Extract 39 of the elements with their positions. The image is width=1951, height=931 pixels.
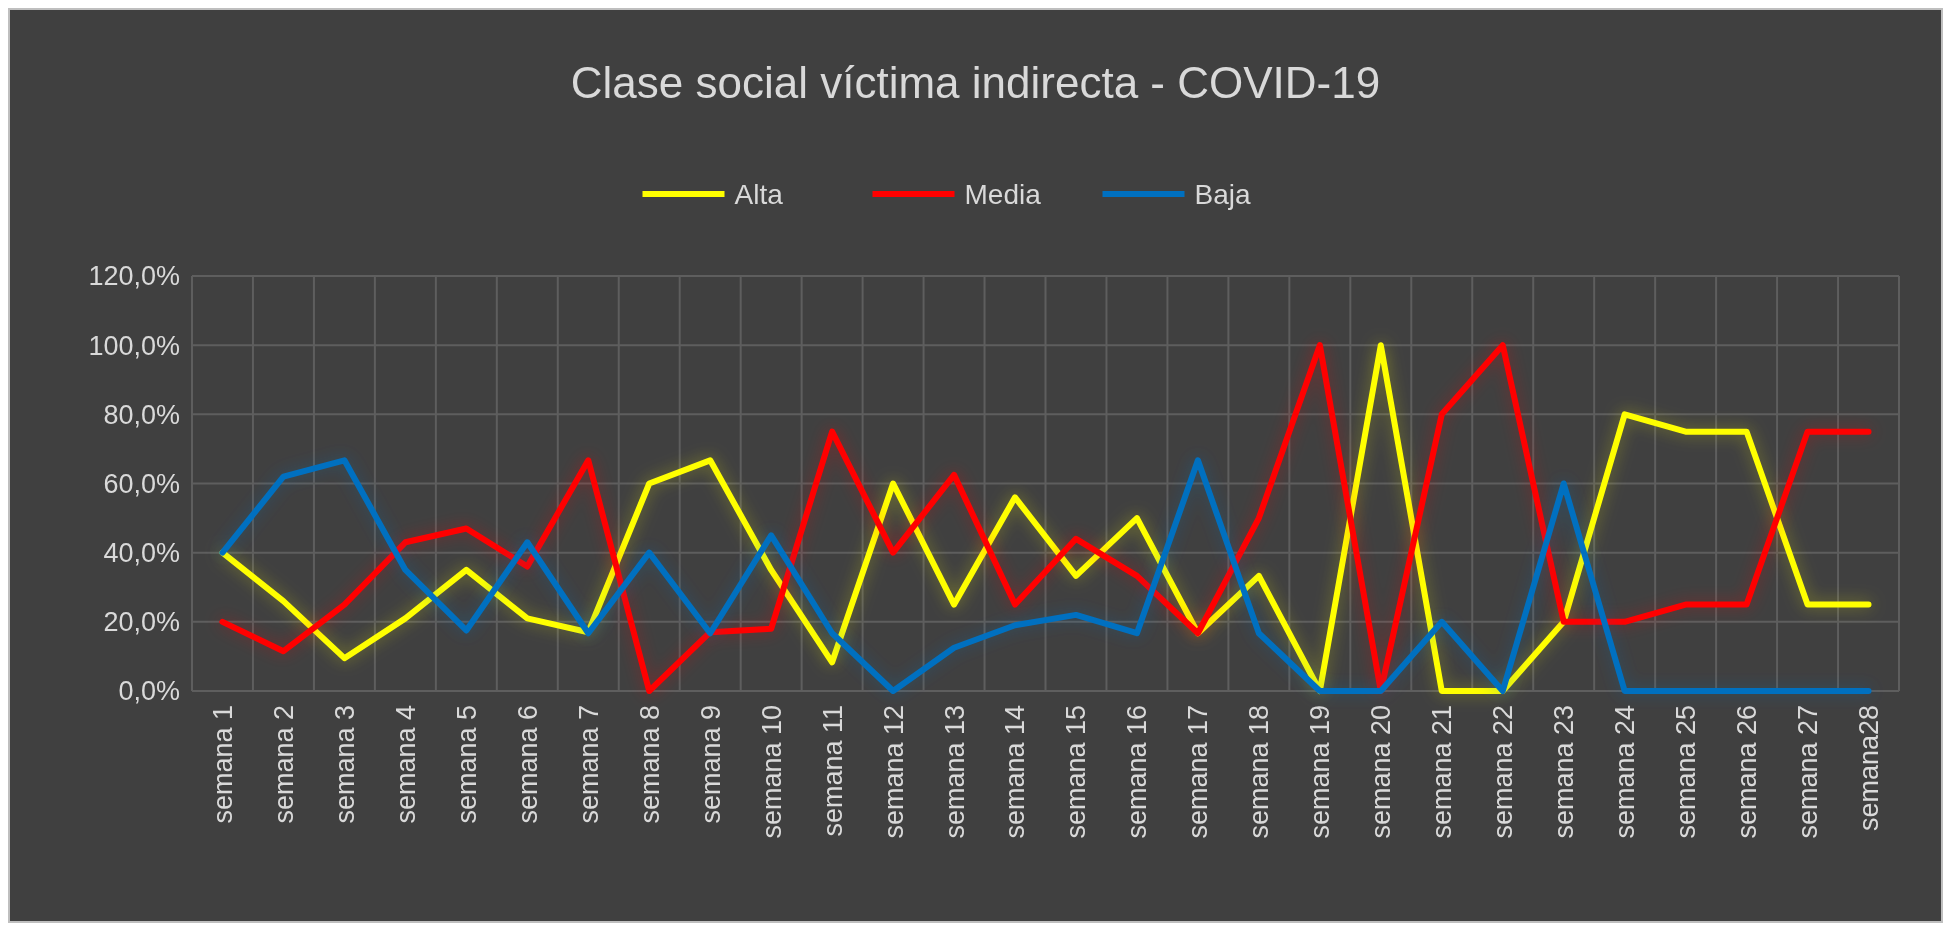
y-tick-label: 20,0%: [103, 607, 180, 638]
x-tick-label: semana 16: [1122, 705, 1153, 839]
x-tick-label: semana 12: [878, 705, 909, 839]
x-tick-label: semana 13: [939, 705, 970, 839]
x-tick-label: semana 22: [1488, 705, 1519, 839]
x-tick-label: semana 18: [1244, 705, 1275, 839]
x-tick-label: semana 11: [817, 705, 848, 837]
x-tick-label: semana 9: [695, 705, 726, 824]
y-tick-label: 40,0%: [103, 538, 180, 569]
x-tick-label: semana 3: [329, 705, 360, 824]
x-tick-label: semana 27: [1793, 705, 1823, 839]
y-tick-label: 60,0%: [103, 468, 180, 499]
y-tick-label: 100,0%: [88, 330, 180, 361]
x-tick-label: semana 20: [1366, 705, 1397, 839]
x-tick-label: semana 26: [1732, 705, 1763, 839]
x-tick-label: semana 5: [451, 705, 482, 824]
x-tick-label: semana 21: [1427, 705, 1458, 839]
x-tick-label: semana 17: [1183, 705, 1214, 839]
x-tick-label: semana 14: [1000, 705, 1031, 839]
legend-label: Alta: [734, 179, 784, 210]
x-tick-label: semana28: [1853, 705, 1884, 832]
x-tick-label: semana 1: [207, 705, 238, 824]
x-tick-label: semana 19: [1305, 705, 1336, 839]
x-tick-label: semana 24: [1610, 705, 1641, 839]
x-tick-label: semana 15: [1061, 705, 1092, 839]
x-tick-label: semana 6: [512, 705, 543, 824]
legend-label: Media: [964, 179, 1042, 210]
x-tick-label: semana 25: [1671, 705, 1702, 839]
y-tick-label: 80,0%: [103, 399, 180, 430]
legend-label: Baja: [1194, 179, 1251, 210]
y-tick-label: 0,0%: [118, 676, 180, 707]
x-tick-label: semana 2: [268, 705, 299, 824]
x-tick-label: semana 10: [756, 705, 787, 839]
x-tick-label: semana 7: [573, 705, 604, 824]
x-tick-label: semana 8: [634, 705, 665, 824]
chart-title: Clase social víctima indirecta - COVID-19: [570, 58, 1381, 107]
x-tick-label: semana 23: [1549, 705, 1580, 839]
x-tick-label: semana 4: [390, 705, 421, 824]
y-tick-label: 120,0%: [88, 261, 180, 292]
